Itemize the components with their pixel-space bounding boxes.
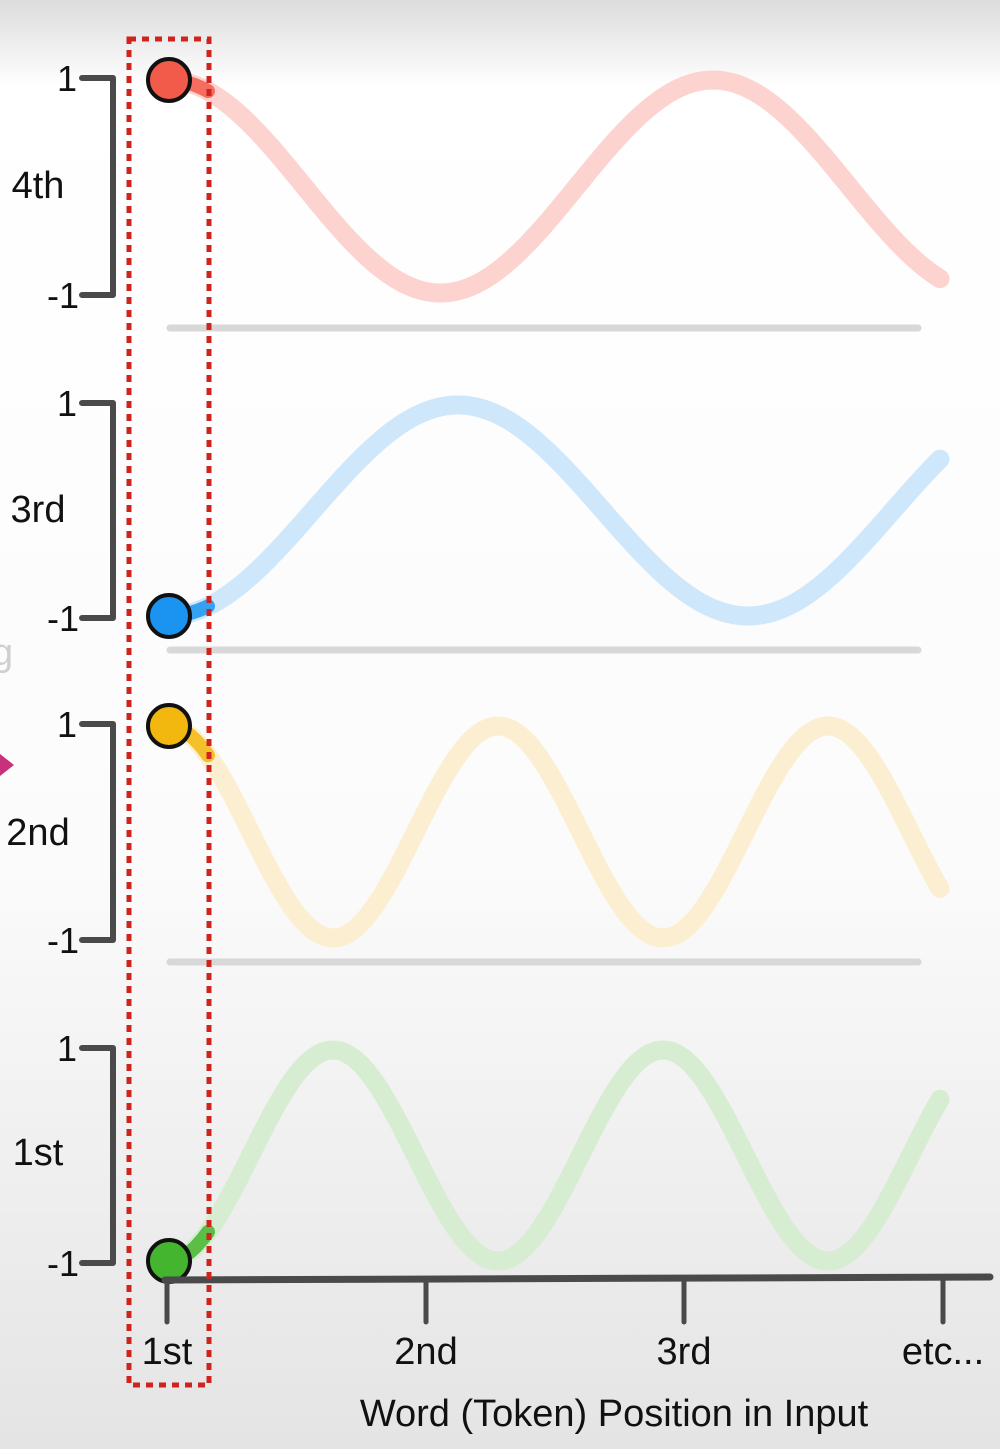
dimension-label: 2nd <box>6 812 69 854</box>
first-position-dot <box>146 1238 192 1284</box>
first-position-dot <box>146 593 192 639</box>
first-position-dot <box>146 703 192 749</box>
x-tick-label: etc... <box>902 1331 984 1373</box>
dimension-label: 4th <box>12 165 65 207</box>
sine-wave <box>158 716 950 948</box>
y-axis-bracket <box>79 75 116 298</box>
y-axis-bracket <box>79 721 116 943</box>
first-position-dot <box>146 57 192 103</box>
x-axis: 1st 2nd 3rd etc... Word (Token) Position… <box>142 1273 994 1435</box>
sine-wave <box>158 395 950 626</box>
x-tick-label: 1st <box>142 1331 193 1373</box>
pointer-arrow-icon <box>0 754 14 776</box>
dimension-label: 3rd <box>11 489 66 531</box>
first-position-highlight <box>126 36 212 1388</box>
y-axis-bracket <box>79 400 116 621</box>
y-axis-bracket <box>79 1045 116 1266</box>
y-tick-label: 1 <box>57 383 77 424</box>
y-tick-label: -1 <box>47 275 79 316</box>
y-tick-label: -1 <box>47 920 79 961</box>
y-tick-label: -1 <box>47 598 79 639</box>
y-tick-label: 1 <box>57 58 77 99</box>
sine-wave <box>158 70 950 303</box>
row-2: 1 -1 3rd <box>11 383 950 654</box>
dimension-label: 1st <box>13 1132 64 1174</box>
x-axis-line <box>161 1273 994 1284</box>
x-tick-label: 2nd <box>394 1331 457 1373</box>
sine-rows: 1 -1 4th 1 -1 3rd 1 -1 2nd 1 -1 1st <box>6 57 950 1284</box>
x-axis-title: Word (Token) Position in Input <box>360 1393 869 1435</box>
y-tick-label: 1 <box>57 704 77 745</box>
x-tick-label: 3rd <box>657 1331 712 1373</box>
sine-wave <box>158 1040 950 1271</box>
row-4: 1 -1 1st <box>13 1028 950 1284</box>
row-1: 1 -1 4th <box>12 57 950 332</box>
partial-left-glyph: g <box>0 632 13 674</box>
y-tick-label: 1 <box>57 1028 77 1069</box>
y-tick-label: -1 <box>47 1243 79 1284</box>
row-3: 1 -1 2nd <box>6 703 950 966</box>
